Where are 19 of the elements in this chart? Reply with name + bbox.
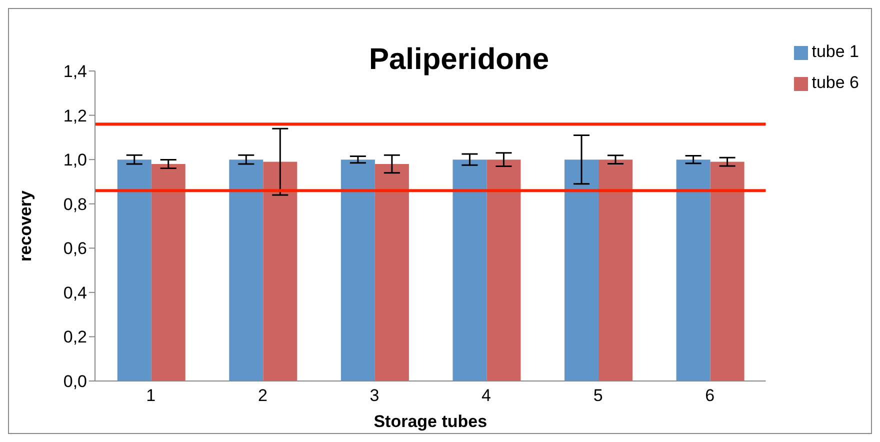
y-tick-label: 0,2: [63, 328, 87, 347]
x-tick-label: 6: [705, 386, 715, 406]
legend-label: tube 6: [812, 73, 859, 92]
chart-title: Paliperidone: [368, 43, 550, 77]
y-tick-label: 1,4: [63, 62, 87, 82]
y-tick-label: 1,2: [63, 106, 87, 126]
y-tick-label: 1,0: [63, 150, 87, 170]
x-tick-label: 3: [370, 386, 380, 406]
x-tick-label: 5: [593, 386, 603, 406]
y-axis-title: recovery: [16, 190, 36, 262]
legend-label: tube 1: [812, 42, 859, 61]
x-axis-title: Storage tubes: [374, 412, 488, 431]
x-tick-label: 1: [146, 386, 156, 406]
y-tick-label: 0,6: [63, 239, 87, 258]
x-tick-label: 4: [482, 386, 491, 406]
y-tick-label: 0,4: [63, 283, 87, 302]
x-tick-label: 2: [258, 386, 268, 406]
y-tick-label: 0,0: [63, 372, 87, 392]
y-tick-label: 0,8: [63, 194, 87, 214]
